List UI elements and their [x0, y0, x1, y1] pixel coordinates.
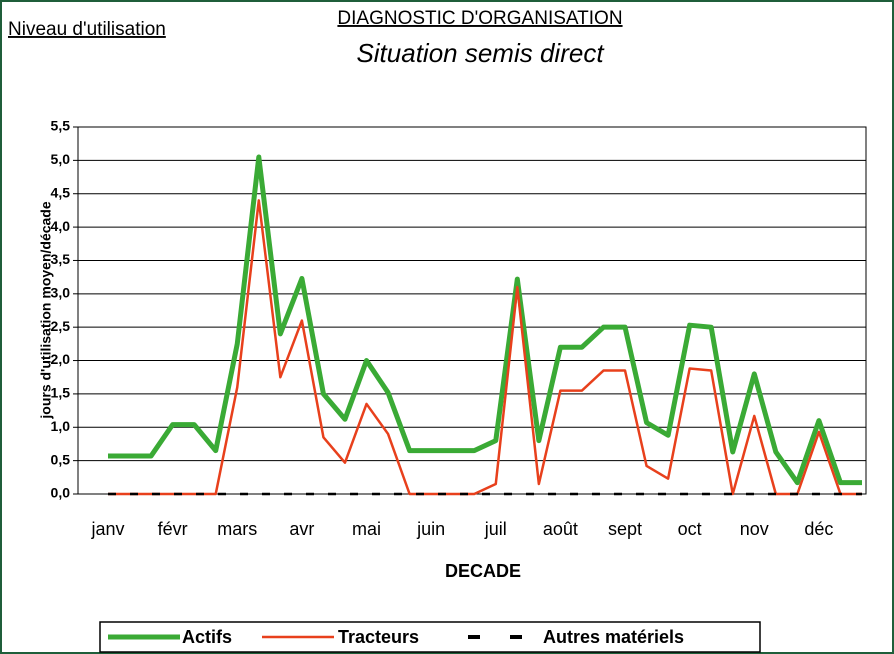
y-tick-label: 4,5 — [51, 184, 71, 200]
series-line — [108, 154, 862, 486]
x-tick-label: nov — [740, 519, 769, 539]
x-tick-label: mai — [352, 519, 381, 539]
legend-box — [99, 621, 761, 653]
legend-label: Autres matériels — [543, 627, 684, 647]
y-tick-label: 1,0 — [51, 418, 71, 434]
series-line — [108, 199, 862, 496]
y-tick-label: 0,5 — [51, 451, 71, 467]
chart-title: DIAGNOSTIC D'ORGANISATION — [337, 8, 622, 29]
x-axis-label: DECADE — [445, 561, 521, 581]
y-axis-label: jours d'utilisation moyen/décade — [38, 201, 54, 419]
x-tick-label: déc — [804, 519, 833, 539]
x-tick-label: juil — [484, 519, 507, 539]
y-tick-label: 3,0 — [51, 285, 71, 301]
x-tick-label: avr — [289, 519, 314, 539]
x-tick-label: août — [543, 519, 578, 539]
corner-label: Niveau d'utilisation — [8, 19, 166, 40]
x-tick-label: oct — [678, 519, 702, 539]
chart-subtitle: Situation semis direct — [356, 38, 605, 68]
y-tick-label: 4,0 — [51, 218, 71, 234]
y-tick-label: 0,0 — [51, 485, 71, 501]
y-tick-label: 5,0 — [51, 151, 71, 167]
y-tick-label: 2,0 — [51, 351, 71, 367]
x-tick-label: mars — [217, 519, 257, 539]
y-tick-label: 5,5 — [51, 118, 71, 134]
x-tick-label: sept — [608, 519, 642, 539]
y-tick-label: 1,5 — [51, 385, 71, 401]
x-tick-label: févr — [158, 519, 188, 539]
legend-label: Tracteurs — [338, 627, 419, 647]
legend-label: Actifs — [182, 627, 232, 647]
y-tick-label: 3,5 — [51, 251, 71, 267]
plot-area — [77, 126, 867, 495]
x-tick-label: janv — [90, 519, 124, 539]
x-tick-label: juin — [416, 519, 445, 539]
y-tick-label: 2,5 — [51, 318, 71, 334]
